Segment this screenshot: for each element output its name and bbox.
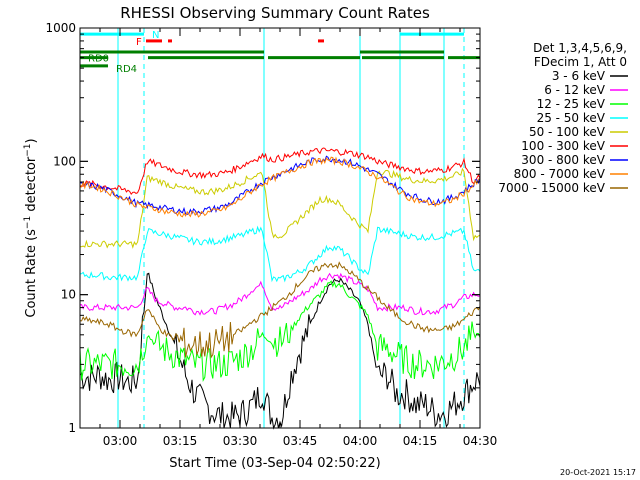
x-tick-label: 04:00	[343, 434, 378, 448]
y-tick-label: 100	[53, 154, 76, 168]
y-tick-label: 1	[68, 421, 76, 435]
flag-label: N	[152, 30, 159, 41]
y-axis-label-part: detector	[24, 156, 39, 216]
legend-entry-label: 6 - 12 keV	[544, 83, 606, 97]
plot-area: RD0 RD4 FN	[79, 28, 481, 430]
y-axis-label-exponent: −1	[23, 143, 33, 156]
y-axis-label-part: )	[24, 138, 39, 143]
series-line	[79, 272, 481, 316]
x-tick-label: 03:30	[223, 434, 258, 448]
legend-entry-label: 25 - 50 keV	[537, 111, 606, 125]
legend-entry-label: 800 - 7000 keV	[514, 167, 606, 181]
legend-entry-label: 100 - 300 keV	[521, 139, 605, 153]
series-line	[79, 156, 481, 218]
y-axis-label-part: Count Rate (s	[24, 229, 39, 318]
y-axis-label-exponent: −1	[23, 216, 33, 229]
legend-entry-label: 300 - 800 keV	[521, 153, 605, 167]
flag-label: RD0	[88, 54, 109, 65]
x-tick-label: 03:15	[163, 434, 198, 448]
legend-header-line-2: FDecim 1, Att 0	[534, 55, 627, 69]
legend-entry-label: 7000 - 15000 keV	[498, 181, 605, 195]
series-line	[79, 280, 481, 382]
x-tick-label: 04:15	[403, 434, 438, 448]
flag-label: F	[136, 37, 142, 48]
x-tick-label: 03:45	[283, 434, 318, 448]
footer-date: 20-Oct-2021 15:17	[560, 468, 636, 477]
legend-header-line-1: Det 1,3,4,5,6,9,	[533, 41, 627, 55]
x-tick-label: 03:00	[103, 434, 138, 448]
x-axis: 03:00 03:15 03:30 03:45 04:00 04:15 04:30	[99, 28, 498, 448]
series-line	[79, 272, 481, 430]
series-line	[79, 225, 481, 283]
legend-entry-label: 12 - 25 keV	[537, 97, 606, 111]
legend: Det 1,3,4,5,6,9, FDecim 1, Att 0 3 - 6 k…	[498, 41, 628, 195]
x-axis-label: Start Time (03-Sep-04 02:50:22)	[169, 456, 380, 471]
legend-entry-label: 3 - 6 keV	[552, 69, 606, 83]
series-line	[79, 261, 481, 359]
flag-label: RD4	[116, 64, 137, 75]
y-axis-label: Count Rate (s−1 detector−1)	[23, 138, 39, 317]
chart-title: RHESSI Observing Summary Count Rates	[120, 4, 430, 22]
series-line	[79, 167, 481, 249]
series-line	[79, 147, 481, 195]
x-tick-label: 04:30	[463, 434, 498, 448]
y-tick-label: 1000	[45, 21, 76, 35]
legend-entry-label: 50 - 100 keV	[529, 125, 606, 139]
y-tick-label: 10	[61, 288, 76, 302]
y-axis: 1 10 100 1000	[45, 21, 480, 435]
